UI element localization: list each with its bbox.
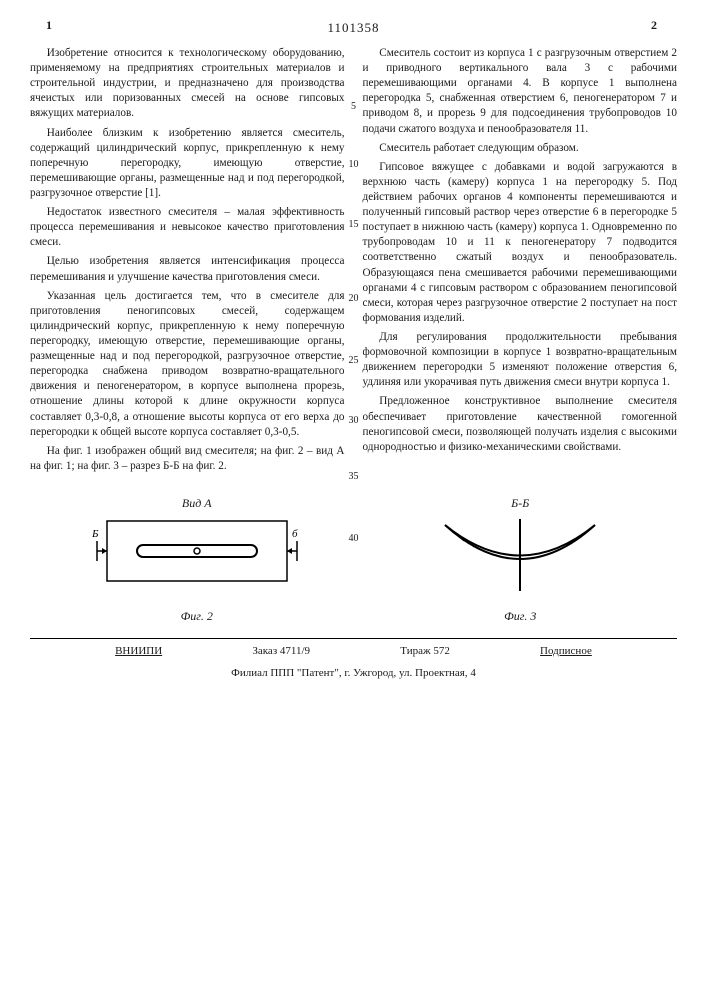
patent-number: 1101358	[30, 20, 677, 36]
figures-row: Вид А Б б Фиг. 2 Б-Б	[30, 496, 677, 624]
paragraph: Предложенное конструктивное выполнение с…	[363, 394, 678, 454]
figure-2-toplabel: Вид А	[92, 496, 302, 511]
page-number-left: 1	[46, 18, 52, 33]
footer-sub: Подписное	[540, 645, 592, 657]
footer-org: ВНИИПИ	[115, 645, 162, 657]
figure-3: Б-Б Фиг. 3	[425, 496, 615, 624]
figure-2-caption: Фиг. 2	[92, 609, 302, 624]
paragraph: Наиболее близким к изобретению является …	[30, 126, 345, 202]
page-number-right: 2	[651, 18, 657, 33]
fig2-mark-right: б	[292, 528, 298, 540]
paragraph: Смеситель состоит из корпуса 1 с разгруз…	[363, 46, 678, 137]
figure-3-toplabel: Б-Б	[425, 496, 615, 511]
line-number: 10	[347, 158, 361, 172]
line-number: 30	[347, 414, 361, 428]
line-number: 25	[347, 354, 361, 368]
footer-tiraz: Тираж 572	[400, 645, 450, 657]
footer-order: Заказ 4711/9	[252, 645, 310, 657]
paragraph: Указанная цель достигается тем, что в см…	[30, 289, 345, 440]
footer: ВНИИПИ Заказ 4711/9 Тираж 572 Подписное …	[30, 638, 677, 679]
line-number: 20	[347, 292, 361, 306]
patent-page: 1 2 1101358 Изобретение относится к техн…	[0, 0, 707, 1000]
figure-2-svg: Б б	[92, 511, 302, 601]
paragraph: Гипсовое вяжущее с добавками и водой заг…	[363, 160, 678, 326]
paragraph: На фиг. 1 изображен общий вид смесителя;…	[30, 444, 345, 474]
figure-3-caption: Фиг. 3	[425, 609, 615, 624]
paragraph: Смеситель работает следующим образом.	[363, 141, 678, 156]
paragraph: Изобретение относится к технологическому…	[30, 46, 345, 122]
figure-3-svg	[425, 511, 615, 601]
line-number: 40	[347, 532, 361, 546]
figure-2: Вид А Б б Фиг. 2	[92, 496, 302, 624]
line-number: 5	[347, 100, 361, 114]
two-column-body: Изобретение относится к технологическому…	[30, 46, 677, 478]
line-number: 15	[347, 218, 361, 232]
footer-line-1: ВНИИПИ Заказ 4711/9 Тираж 572 Подписное	[30, 645, 677, 657]
right-column: Смеситель состоит из корпуса 1 с разгруз…	[363, 46, 678, 478]
fig2-mark-left: Б	[92, 528, 99, 540]
left-column: Изобретение относится к технологическому…	[30, 46, 345, 478]
footer-line-2: Филиал ППП "Патент", г. Ужгород, ул. Про…	[30, 667, 677, 679]
paragraph: Недостаток известного смесителя – малая …	[30, 205, 345, 250]
paragraph: Для регулирования продолжительности преб…	[363, 330, 678, 390]
paragraph: Целью изобретения является интенсификаци…	[30, 254, 345, 284]
line-number: 35	[347, 470, 361, 484]
